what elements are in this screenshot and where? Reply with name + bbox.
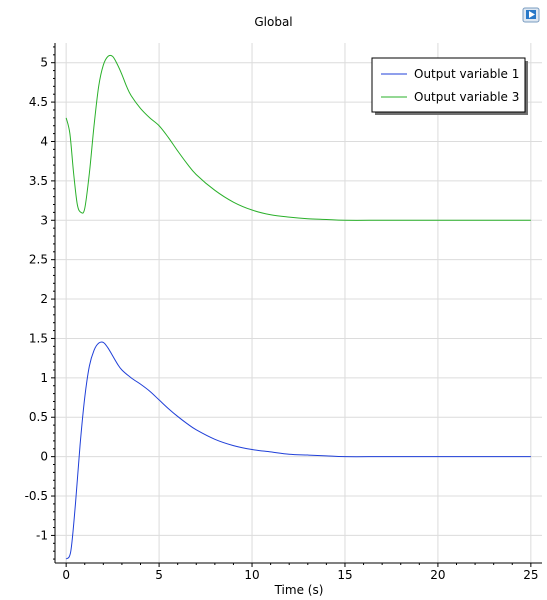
- y-tick-label: 1.5: [29, 331, 48, 345]
- series-line-output-variable-1: [65, 341, 531, 560]
- chart-title: Global: [254, 15, 292, 29]
- grid-layer: [55, 43, 542, 563]
- y-tick-label: -0.5: [25, 489, 48, 503]
- y-tick-label: 5: [40, 56, 48, 70]
- y-tick-label: 3: [40, 213, 48, 227]
- y-tick-label: 2.5: [29, 253, 48, 267]
- y-tick-label: -1: [36, 528, 48, 542]
- x-tick-label: 5: [155, 568, 163, 582]
- x-tick-label: 15: [337, 568, 352, 582]
- legend-label-output-variable-1: Output variable 1: [414, 67, 519, 81]
- y-tick-label: 0.5: [29, 410, 48, 424]
- series-line-output-variable-3: [65, 54, 531, 221]
- y-tick-label: 4: [40, 134, 48, 148]
- y-tick-label: 2: [40, 292, 48, 306]
- y-tick-label: 4.5: [29, 95, 48, 109]
- y-tick-label: 3.5: [29, 174, 48, 188]
- x-tick-label: 25: [523, 568, 538, 582]
- axis-layer: [54, 43, 542, 564]
- legend-box: [371, 57, 526, 113]
- y-tick-label: 1: [40, 371, 48, 385]
- legend: Output variable 1 Output variable 3: [371, 57, 528, 115]
- app-logo-icon[interactable]: [522, 7, 540, 23]
- y-tick-label: 0: [40, 450, 48, 464]
- series-layer: [65, 54, 531, 560]
- x-tick-label: 10: [244, 568, 259, 582]
- x-tick-label: 20: [430, 568, 445, 582]
- x-tick-label: 0: [62, 568, 70, 582]
- legend-label-output-variable-3: Output variable 3: [414, 90, 519, 104]
- x-axis-label: Time (s): [274, 583, 324, 597]
- tick-layer: 0 5 10 15 20 25 -1 -0.5 0 0.5 1 1.5 2 2.5 3 3.5 4 4.5 5: [25, 46, 538, 582]
